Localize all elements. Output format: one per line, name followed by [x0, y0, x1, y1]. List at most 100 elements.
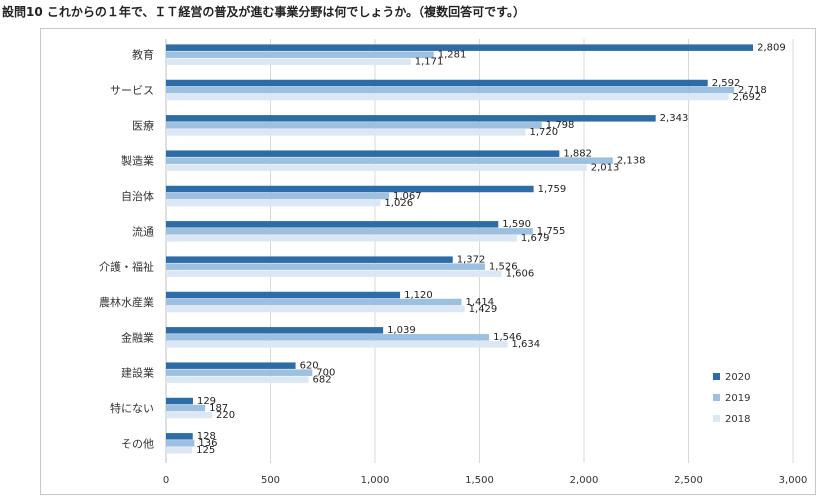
data-label: 129	[197, 396, 216, 407]
x-tick-label: 2,000	[570, 475, 599, 486]
legend-swatch-2018	[713, 415, 720, 422]
legend-swatch-2019	[713, 394, 720, 401]
bar-2019	[166, 334, 490, 341]
bar-2018	[166, 341, 508, 348]
bar-2019	[166, 192, 390, 200]
data-label: 136	[198, 438, 217, 449]
category-label: 金融業	[121, 330, 154, 344]
data-label: 2,592	[712, 78, 741, 89]
bar-2018	[166, 235, 517, 242]
data-label: 1,606	[506, 268, 535, 279]
legend-label: 2020	[725, 372, 750, 383]
bar-2020	[166, 79, 708, 87]
data-label: 1,720	[529, 127, 558, 138]
data-label: 1,634	[512, 339, 541, 350]
category-label: サービス	[110, 84, 154, 97]
bar-2020	[166, 397, 193, 405]
data-label: 1,429	[469, 304, 498, 315]
category-label: 建設業	[121, 366, 154, 380]
bar-2018	[166, 199, 381, 207]
bar-2018	[166, 58, 411, 65]
data-label: 2,692	[733, 92, 762, 103]
bar-2018	[166, 164, 587, 171]
data-label: 2,343	[660, 113, 689, 124]
bar-2018	[166, 93, 729, 101]
data-label: 2,013	[591, 162, 620, 173]
data-label: 1,546	[493, 332, 522, 343]
x-tick-label: 1,000	[361, 475, 390, 486]
data-label: 1,882	[563, 148, 592, 159]
data-label: 1,120	[404, 290, 433, 301]
chart-frame: 2,809 1,281 1,171 2,592 2,718 2,692 2,343 1,798…	[40, 28, 816, 495]
value-axis: 0 500 1,000 1,500 2,000 2,500 3,000	[163, 475, 808, 486]
category-label: 特にない	[110, 401, 154, 415]
data-label: 1,798	[546, 120, 575, 131]
bar-2020	[166, 44, 754, 51]
data-label: 1,679	[521, 233, 550, 244]
bar-2019	[166, 228, 533, 235]
data-label: 1,171	[415, 56, 444, 67]
bar-2018	[166, 376, 309, 383]
bar-2019	[166, 263, 485, 270]
page-title: 設問10 これからの１年で、ＩＴ経営の普及が進む事業分野は何でしょうか。（複数回…	[2, 5, 525, 19]
x-tick-label: 0	[163, 475, 169, 486]
bar-2019	[166, 369, 313, 376]
category-label: 流通	[132, 224, 154, 238]
bar-2019	[166, 404, 206, 412]
bars	[166, 44, 754, 454]
data-label: 1,590	[502, 219, 531, 230]
data-label: 2,138	[617, 155, 646, 166]
bar-2020	[166, 362, 296, 369]
bar-2020	[166, 433, 193, 440]
bar-2020	[166, 221, 499, 228]
category-label: 介護・福祉	[99, 260, 154, 274]
data-label: 1,526	[489, 261, 518, 272]
legend-label: 2019	[725, 393, 750, 404]
bar-2020	[166, 256, 453, 263]
data-label: 2,809	[757, 42, 786, 53]
data-label: 220	[216, 410, 235, 421]
data-label: 1,067	[393, 191, 422, 202]
legend: 2020 2019 2018	[713, 372, 750, 425]
category-label: 製造業	[121, 154, 154, 168]
x-tick-label: 500	[261, 475, 280, 486]
data-label: 125	[196, 445, 215, 456]
x-tick-label: 1,500	[465, 475, 494, 486]
data-label: 620	[300, 360, 319, 371]
x-tick-label: 3,000	[779, 475, 808, 486]
data-label: 1,039	[387, 325, 416, 336]
category-label: 農林水産業	[99, 295, 154, 309]
category-label: 教育	[132, 48, 154, 62]
category-label: 医療	[132, 118, 154, 132]
bar-2019	[166, 86, 735, 94]
data-label: 1,281	[438, 49, 467, 60]
bar-2018	[166, 447, 193, 454]
bar-2018	[166, 270, 502, 277]
bar-2020	[166, 185, 534, 193]
data-label: 1,372	[457, 254, 486, 265]
x-tick-label: 2,500	[674, 475, 703, 486]
bar-2019	[166, 440, 195, 447]
data-label: 2,718	[738, 85, 767, 96]
bar-2019	[166, 122, 542, 129]
bar-2019	[166, 298, 462, 306]
category-label: 自治体	[121, 189, 154, 203]
data-label: 1,755	[537, 226, 566, 237]
data-label: 1,759	[538, 184, 567, 195]
data-label: 1,026	[384, 198, 413, 209]
bar-2018	[166, 411, 212, 419]
category-label: その他	[121, 437, 154, 450]
data-label: 700	[316, 367, 335, 378]
bar-2018	[166, 129, 526, 136]
bar-2020	[166, 115, 656, 122]
legend-swatch-2020	[713, 373, 720, 380]
bar-2019	[166, 157, 613, 164]
data-label: 682	[313, 374, 332, 385]
bar-2020	[166, 327, 384, 334]
data-label: 128	[197, 431, 216, 442]
bar-2019	[166, 51, 434, 58]
data-label: 187	[209, 403, 228, 414]
